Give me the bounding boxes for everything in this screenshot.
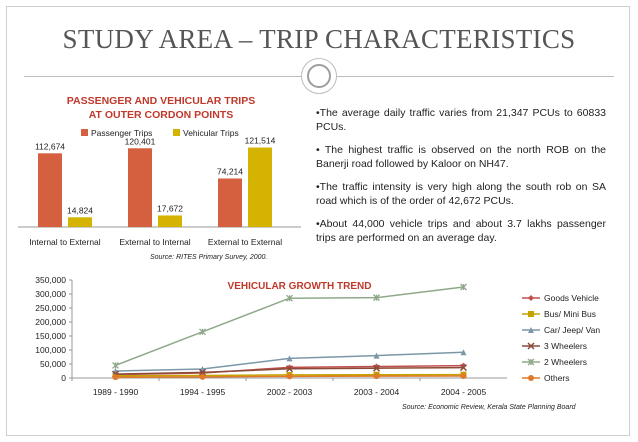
bar-chart-source: Source: RITES Primary Survey, 2000.	[150, 254, 268, 261]
legend-label: Passenger Trips	[91, 128, 152, 138]
data-point	[528, 327, 534, 333]
category-label: External to Internal	[119, 237, 190, 247]
data-point	[286, 294, 293, 302]
bar-chart-title: PASSENGER AND VEHICULAR TRIPS	[67, 95, 255, 107]
data-point	[373, 294, 380, 302]
legend-swatch	[81, 129, 88, 136]
bar-chart-title: AT OUTER CORDON POINTS	[89, 109, 233, 121]
line-chart-title: VEHICULAR GROWTH TREND	[228, 281, 372, 292]
bar-value-label: 121,514	[245, 136, 276, 146]
bar-chart: PASSENGER AND VEHICULAR TRIPS AT OUTER CO…	[18, 95, 301, 247]
data-point	[198, 368, 207, 376]
bar-value-label: 74,214	[217, 166, 243, 176]
data-point	[460, 373, 467, 380]
x-tick-label: 2002 - 2003	[267, 387, 313, 397]
bullet-item: •The average daily traffic varies from 2…	[316, 107, 606, 133]
bullet-item: •The traffic intensity is very high alon…	[316, 181, 606, 207]
x-tick-label: 2004 - 2005	[441, 387, 487, 397]
legend-label: Goods Vehicle	[544, 293, 599, 303]
data-point	[373, 373, 380, 380]
y-tick-label: 150,000	[35, 331, 66, 341]
bar-value-label: 112,674	[35, 141, 65, 151]
category-label: External to External	[208, 237, 282, 247]
slide-frame	[6, 6, 630, 436]
y-tick-label: 200,000	[35, 317, 66, 327]
data-point	[459, 364, 468, 372]
data-point	[527, 342, 535, 350]
x-tick-label: 1994 - 1995	[180, 387, 226, 397]
legend-label: 3 Wheelers	[544, 341, 587, 351]
bar-value-label: 120,401	[125, 136, 156, 146]
bar	[158, 215, 182, 227]
bar	[248, 147, 272, 227]
y-tick-label: 100,000	[35, 345, 66, 355]
legend-label: Others	[544, 373, 570, 383]
legend-label: Vehicular Trips	[183, 128, 239, 138]
legend-label: Bus/ Mini Bus	[544, 309, 596, 319]
y-tick-label: 350,000	[35, 275, 66, 285]
ornament-ring	[301, 58, 337, 94]
bullet-item: • The highest traffic is observed on the…	[316, 144, 606, 170]
x-tick-label: 2003 - 2004	[354, 387, 400, 397]
y-tick-label: 300,000	[35, 289, 66, 299]
line-chart: 0 50,000 100,000 150,000 200,000 250,000 300,0…	[35, 275, 600, 397]
legend-swatch	[173, 129, 180, 136]
bar-value-label: 14,824	[67, 205, 93, 215]
data-point	[112, 361, 119, 369]
bullet-list: •The average daily traffic varies from 2…	[316, 106, 606, 254]
y-tick-label: 50,000	[40, 359, 66, 369]
data-point	[528, 295, 534, 301]
data-point	[372, 364, 381, 372]
title-rule-left	[24, 76, 301, 77]
data-point	[527, 358, 535, 366]
data-point	[285, 365, 294, 373]
data-point	[199, 328, 206, 336]
title-rule-right	[337, 76, 614, 77]
data-point	[112, 374, 119, 381]
bar	[38, 153, 62, 227]
y-tick-label: 0	[61, 373, 66, 383]
bullet-item: •About 44,000 vehicle trips and about 3.…	[316, 218, 606, 244]
data-point	[460, 283, 467, 291]
data-point	[460, 349, 467, 356]
y-tick-label: 250,000	[35, 303, 66, 313]
data-point	[199, 373, 206, 380]
line-chart-source: Source: Economic Review, Kerala State Pl…	[402, 404, 576, 411]
x-tick-label: 1989 - 1990	[93, 387, 139, 397]
data-point	[286, 355, 293, 362]
data-point	[528, 375, 534, 381]
legend-label: Car/ Jeep/ Van	[544, 325, 600, 335]
data-point	[528, 311, 534, 317]
bar	[128, 148, 152, 227]
category-label: Internal to External	[29, 237, 100, 247]
data-point	[373, 352, 380, 359]
bar	[218, 178, 242, 227]
slide-title: STUDY AREA – TRIP CHARACTERISTICS	[62, 24, 576, 54]
bar-value-label: 17,672	[157, 203, 183, 213]
bar	[68, 217, 92, 227]
legend-label: 2 Wheelers	[544, 357, 587, 367]
data-point	[286, 373, 293, 380]
